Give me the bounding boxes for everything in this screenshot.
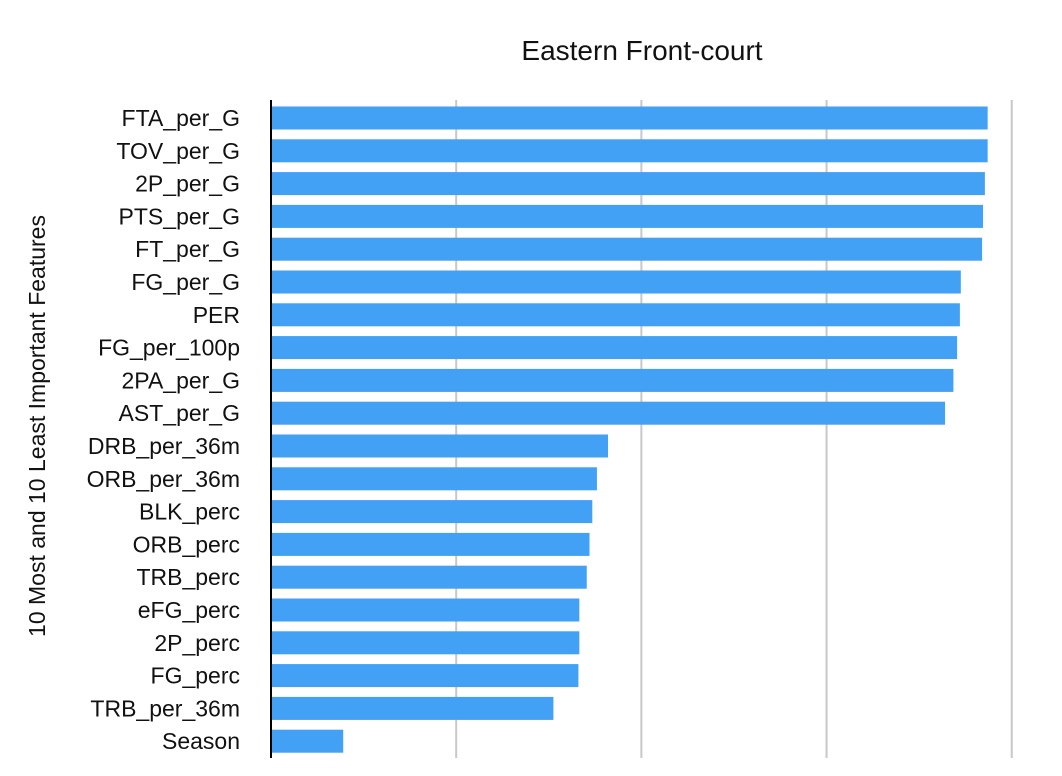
category-label-FT_per_G: FT_per_G	[135, 236, 240, 262]
category-label-ORB_per_36m: ORB_per_36m	[87, 466, 240, 492]
category-label-TRB_per_36m: TRB_per_36m	[90, 695, 240, 721]
bar-DRB_per_36m	[272, 434, 609, 458]
category-label-Season: Season	[162, 728, 240, 754]
category-label-2PA_per_G: 2PA_per_G	[122, 367, 240, 393]
bar-Season	[272, 729, 344, 753]
bar-ORB_perc	[272, 532, 590, 556]
category-label-PER: PER	[193, 302, 240, 328]
bars	[272, 106, 988, 753]
bar-FT_per_G	[272, 237, 983, 261]
category-labels: FTA_per_G TOV_per_G 2P_per_G PTS_per_G FT_pe…	[87, 105, 240, 754]
category-label-FG_per_100p: FG_per_100p	[98, 335, 240, 361]
category-label-FTA_per_G: FTA_per_G	[122, 105, 240, 131]
category-label-PTS_per_G: PTS_per_G	[119, 203, 240, 229]
category-label-BLK_perc: BLK_perc	[139, 499, 240, 525]
bar-2P_perc	[272, 631, 580, 655]
bar-FTA_per_G	[272, 106, 988, 130]
category-label-2P_perc: 2P_perc	[154, 630, 240, 656]
bar-2P_per_G	[272, 172, 985, 196]
bar-TRB_per_36m	[272, 696, 554, 720]
bar-FG_perc	[272, 664, 579, 688]
gridlines	[455, 100, 1013, 758]
bar-ORB_per_36m	[272, 467, 597, 491]
bar-AST_per_G	[272, 401, 946, 425]
bar-TOV_per_G	[272, 139, 988, 163]
category-label-TOV_per_G: TOV_per_G	[116, 138, 240, 164]
category-label-FG_per_G: FG_per_G	[131, 269, 240, 295]
category-label-FG_perc: FG_perc	[151, 663, 240, 689]
bar-PTS_per_G	[272, 204, 984, 228]
category-label-TRB_perc: TRB_perc	[136, 564, 240, 590]
bar-FG_per_G	[272, 270, 961, 294]
bar-2PA_per_G	[272, 368, 954, 392]
chart-title: Eastern Front-court	[521, 35, 762, 66]
category-label-ORB_perc: ORB_perc	[133, 531, 240, 557]
bar-FG_per_100p	[272, 336, 958, 360]
bar-BLK_perc	[272, 500, 593, 524]
category-label-AST_per_G: AST_per_G	[119, 400, 240, 426]
category-label-2P_per_G: 2P_per_G	[135, 171, 240, 197]
bar-TRB_perc	[272, 565, 587, 589]
bar-PER	[272, 303, 960, 327]
bar-eFG_perc	[272, 598, 580, 622]
y-axis-label: 10 Most and 10 Least Important Features	[24, 215, 50, 637]
category-label-eFG_perc: eFG_perc	[138, 597, 240, 623]
category-label-DRB_per_36m: DRB_per_36m	[88, 433, 240, 459]
